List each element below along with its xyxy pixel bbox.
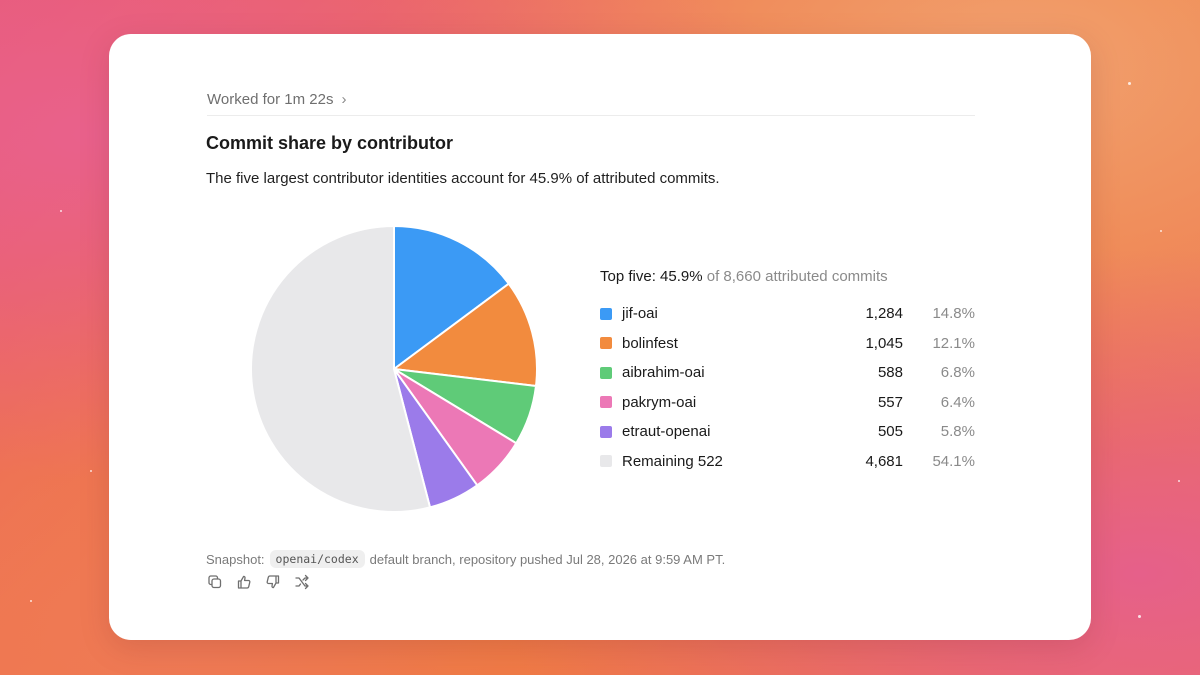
- chevron-right-icon: ›: [341, 91, 347, 108]
- legend-percent: 14.8%: [932, 305, 975, 323]
- legend-percent: 5.8%: [940, 423, 975, 441]
- legend-row: jif-oai 1,284 14.8%: [600, 299, 975, 329]
- legend-swatch: [600, 366, 612, 379]
- share-icon[interactable]: [294, 574, 310, 590]
- legend-swatch: [600, 307, 612, 320]
- worked-for-label: Worked for 1m 22s: [207, 91, 334, 108]
- snapshot-prefix: Snapshot:: [206, 551, 265, 567]
- legend-swatch: [600, 396, 612, 409]
- legend-header-strong: Top five: 45.9%: [600, 268, 703, 285]
- legend-swatch: [600, 337, 612, 350]
- snapshot-suffix: default branch, repository pushed Jul 28…: [369, 551, 726, 567]
- legend-header: Top five: 45.9% of 8,660 attributed comm…: [600, 268, 975, 285]
- divider: [207, 115, 975, 116]
- legend-row: bolinfest 1,045 12.1%: [600, 329, 975, 359]
- legend-count: 588: [877, 364, 903, 382]
- pie-chart: [250, 225, 538, 513]
- message-actions: [207, 574, 310, 590]
- legend-percent: 6.8%: [940, 364, 975, 382]
- repo-code-badge: openai/codex: [269, 550, 365, 568]
- legend-count: 1,284: [865, 305, 903, 323]
- legend-count: 505: [877, 423, 903, 441]
- pie-slice-jif-oai: [393, 225, 510, 370]
- legend-header-rest: of 8,660 attributed commits: [702, 268, 888, 285]
- legend-percent: 54.1%: [932, 452, 975, 470]
- snapshot-footer: Snapshot: openai/codex default branch, r…: [206, 550, 725, 568]
- legend-label: bolinfest: [622, 334, 678, 352]
- legend-count: 1,045: [865, 334, 903, 352]
- chart-subtitle: The five largest contributor identities …: [206, 170, 720, 187]
- pie-slice-remaining-522: [250, 225, 432, 513]
- legend-label: etraut-openai: [622, 423, 711, 441]
- legend-row: etraut-openai 505 5.8%: [600, 417, 975, 447]
- response-card: Worked for 1m 22s › Commit share by cont…: [109, 34, 1091, 640]
- legend: Top five: 45.9% of 8,660 attributed comm…: [600, 268, 975, 476]
- chart-title: Commit share by contributor: [206, 133, 454, 153]
- legend-label: Remaining 522: [622, 452, 723, 470]
- legend-swatch: [600, 425, 612, 438]
- legend-count: 557: [877, 393, 903, 411]
- legend-percent: 6.4%: [940, 393, 975, 411]
- legend-count: 4,681: [865, 452, 903, 470]
- legend-swatch: [600, 455, 612, 468]
- thumbs-down-icon[interactable]: [265, 574, 281, 590]
- thumbs-up-icon[interactable]: [236, 574, 252, 590]
- legend-label: jif-oai: [622, 305, 658, 323]
- copy-icon[interactable]: [207, 574, 223, 590]
- legend-percent: 12.1%: [932, 334, 975, 352]
- legend-label: pakrym-oai: [622, 393, 697, 411]
- legend-row: aibrahim-oai 588 6.8%: [600, 358, 975, 388]
- worked-for-toggle[interactable]: Worked for 1m 22s ›: [207, 91, 346, 108]
- legend-row: Remaining 522 4,681 54.1%: [600, 447, 975, 477]
- pie-slice-bolinfest: [393, 282, 538, 387]
- legend-label: aibrahim-oai: [622, 364, 705, 382]
- legend-row: pakrym-oai 557 6.4%: [600, 388, 975, 418]
